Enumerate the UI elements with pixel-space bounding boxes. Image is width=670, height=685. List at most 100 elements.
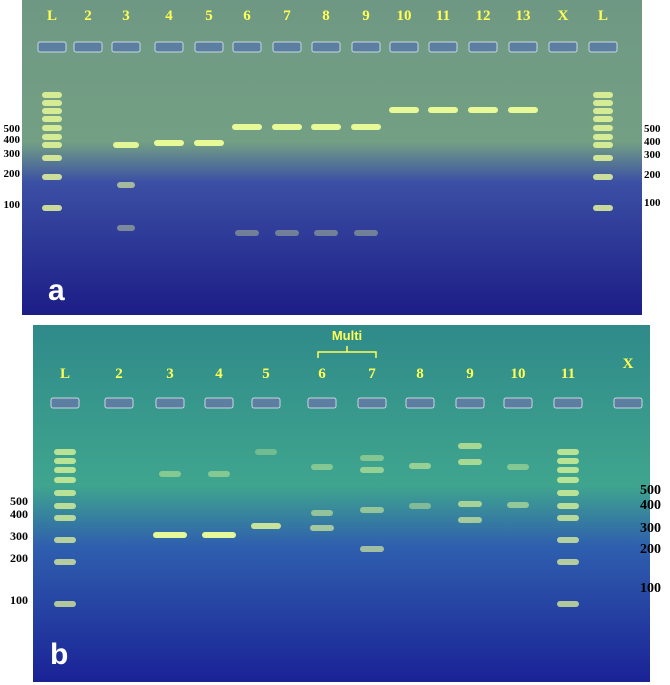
band [54,458,76,464]
well [111,41,141,53]
size-marker: 300 [640,521,661,536]
size-marker: 500 [644,123,661,135]
band [557,515,579,521]
well [154,41,184,53]
band [251,523,281,529]
size-marker: 300 [10,529,28,543]
band [468,107,498,113]
band [54,601,76,607]
size-marker: 100 [10,593,28,607]
band [593,174,613,180]
band [557,537,579,543]
band [42,116,62,122]
band [310,525,334,531]
lane-label: 10 [397,8,412,24]
lane-label: X [623,356,634,372]
band [42,108,62,114]
band [508,107,538,113]
well [307,397,337,409]
band [389,107,419,113]
lane-label: 6 [243,8,251,24]
bracket [317,346,377,358]
panel-letter: b [50,638,68,671]
lane-label: 2 [84,8,92,24]
well [405,397,435,409]
size-marker: 400 [10,507,28,521]
band [557,467,579,473]
well [428,41,458,53]
lane-label: 2 [115,366,123,382]
lane-label: 3 [166,366,174,382]
band [593,116,613,122]
band [113,142,139,148]
band [409,503,431,509]
band [117,225,135,231]
size-marker: 300 [4,148,21,160]
well [104,397,134,409]
band [409,463,431,469]
size-marker: 400 [640,498,661,513]
lane-label: 11 [436,8,450,24]
band [42,134,62,140]
well [155,397,185,409]
well [311,41,341,53]
band [42,92,62,98]
band [54,477,76,483]
well [588,41,618,53]
band [593,134,613,140]
well [357,397,387,409]
lane-label: X [558,8,569,24]
band [42,100,62,106]
band [557,458,579,464]
lane-label: 7 [368,366,376,382]
band [593,205,613,211]
band [360,546,384,552]
well [73,41,103,53]
band [42,205,62,211]
lane-label: 3 [122,8,130,24]
panel-letter: a [48,274,65,307]
band [117,182,135,188]
size-marker: 500 [10,494,28,508]
lane-label: 6 [318,366,326,382]
band [458,517,482,523]
band [593,142,613,148]
lane-label: 10 [511,366,526,382]
size-marker: 400 [644,136,661,148]
band [458,443,482,449]
size-marker: 100 [644,197,661,209]
band [557,449,579,455]
band [54,449,76,455]
lane-label: 12 [476,8,491,24]
band [54,490,76,496]
well [351,41,381,53]
lane-label: 4 [215,366,223,382]
lane-label: 11 [561,366,575,382]
band [232,124,262,130]
lane-label: 5 [205,8,213,24]
band [593,125,613,131]
band [593,92,613,98]
well [508,41,538,53]
well [613,397,643,409]
band [458,459,482,465]
band [360,455,384,461]
band [311,124,341,130]
size-marker: 300 [644,149,661,161]
lane-label: L [60,366,70,382]
band [54,467,76,473]
band [593,108,613,114]
band [275,230,299,236]
band [593,155,613,161]
band [54,537,76,543]
band [202,532,236,538]
size-marker: 500 [4,123,21,135]
lane-label: 7 [283,8,291,24]
band [557,503,579,509]
band [54,503,76,509]
well [548,41,578,53]
lane-label: 9 [466,366,474,382]
size-marker: 500 [640,483,661,498]
lane-label: 4 [165,8,173,24]
